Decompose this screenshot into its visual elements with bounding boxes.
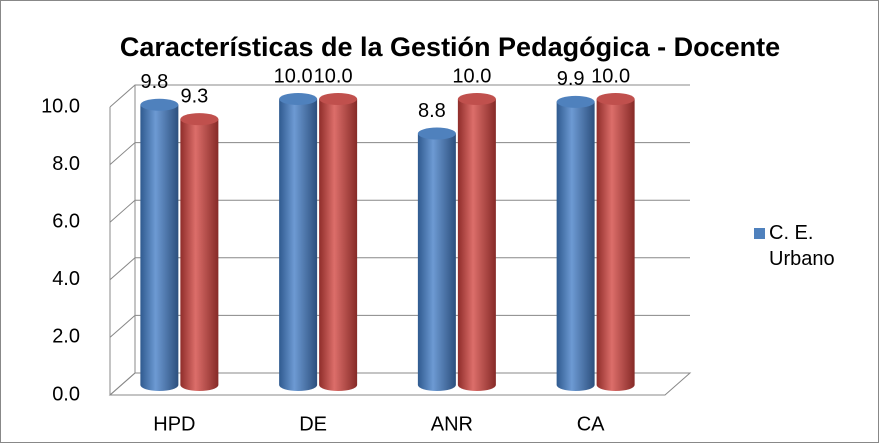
bar-top bbox=[556, 95, 595, 108]
y-tick-label: 10.0 bbox=[41, 95, 80, 117]
bar-top bbox=[279, 93, 318, 105]
bar-top bbox=[457, 93, 496, 105]
legend: C. E. Urbano bbox=[754, 220, 864, 272]
bar-top bbox=[596, 93, 635, 105]
grid-line bbox=[109, 142, 690, 165]
x-tick-label: CA bbox=[577, 413, 605, 435]
y-tick-label: 0.0 bbox=[52, 383, 80, 405]
data-label: 10.0 bbox=[452, 65, 491, 87]
legend-label: C. E. Urbano bbox=[769, 222, 835, 270]
bar-top bbox=[417, 127, 456, 140]
data-label: 10.0 bbox=[314, 65, 353, 87]
legend-swatch bbox=[754, 228, 765, 239]
bar bbox=[556, 101, 595, 392]
bar bbox=[596, 99, 635, 392]
y-tick-label: 4.0 bbox=[52, 268, 80, 290]
chart-title: Características de la Gestión Pedagógica… bbox=[119, 32, 781, 62]
bar-top bbox=[180, 113, 219, 126]
bar bbox=[319, 99, 358, 392]
y-tick-label: 8.0 bbox=[52, 153, 80, 175]
bar bbox=[279, 99, 318, 392]
data-label: 9.8 bbox=[140, 71, 168, 93]
grid-line bbox=[109, 372, 690, 396]
data-label: 10.0 bbox=[591, 65, 630, 87]
bar-top bbox=[319, 93, 358, 105]
data-label: 9.9 bbox=[557, 68, 585, 90]
bar bbox=[140, 104, 179, 392]
grid-line bbox=[109, 199, 690, 223]
bar bbox=[417, 133, 456, 392]
bar-top bbox=[140, 98, 179, 111]
y-tick-label: 2.0 bbox=[52, 326, 80, 348]
bar bbox=[457, 99, 496, 392]
data-label: 9.3 bbox=[180, 85, 208, 107]
data-label: 8.8 bbox=[418, 100, 446, 122]
data-label: 10.0 bbox=[274, 65, 313, 87]
x-tick-label: HPD bbox=[153, 413, 195, 435]
grid-line bbox=[109, 314, 690, 338]
grid-line bbox=[109, 84, 690, 108]
x-tick-label: DE bbox=[299, 413, 327, 435]
x-tick-label: ANR bbox=[431, 413, 473, 435]
bar bbox=[180, 119, 219, 392]
grid-line bbox=[109, 257, 690, 281]
y-tick-label: 6.0 bbox=[52, 210, 80, 232]
